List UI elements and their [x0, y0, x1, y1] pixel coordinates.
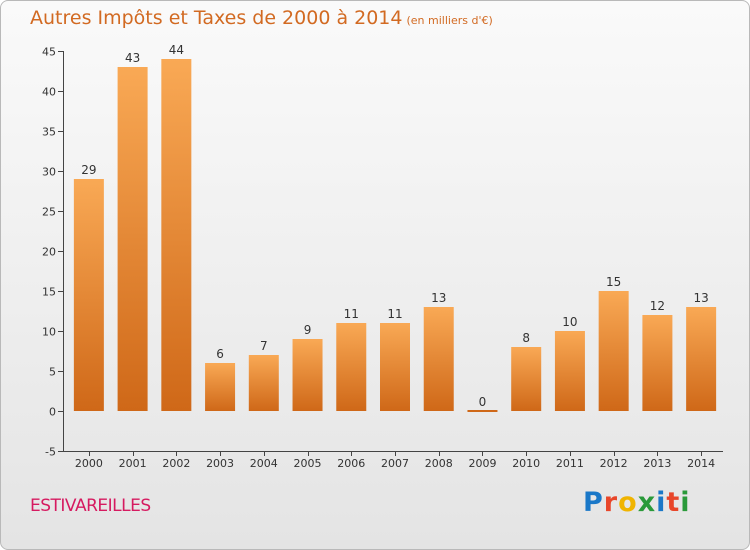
x-tick-label: 2002: [162, 457, 190, 470]
data-label: 9: [304, 323, 312, 337]
data-label: 15: [606, 275, 621, 289]
bar: [554, 331, 585, 411]
data-label: 43: [125, 51, 140, 65]
data-label: 44: [169, 43, 184, 57]
y-tick-label: 45: [42, 46, 56, 59]
bar: [686, 307, 717, 411]
bar: [642, 315, 673, 411]
y-tick-label: 20: [42, 246, 56, 259]
chart-unit: (en milliers d'€): [406, 14, 493, 27]
logo-letter: r: [603, 487, 619, 518]
town-name: ESTIVAREILLES: [30, 496, 151, 516]
y-tick-label: 0: [49, 406, 56, 419]
bar: [423, 307, 454, 411]
y-tick-label: 35: [42, 126, 56, 139]
x-tick-label: 2011: [556, 457, 584, 470]
bar: [117, 67, 148, 411]
y-tick-label: -5: [45, 446, 56, 459]
data-label: 10: [562, 315, 577, 329]
data-label: 29: [81, 163, 96, 177]
y-tick-label: 40: [42, 86, 56, 99]
bar: [598, 291, 629, 411]
y-tick-label: 15: [42, 286, 56, 299]
bar: [336, 323, 367, 411]
bar: [467, 410, 498, 412]
x-tick-label: 2000: [75, 457, 103, 470]
logo-letter: o: [618, 487, 638, 518]
x-tick-label: 2009: [468, 457, 496, 470]
x-tick-label: 2005: [294, 457, 322, 470]
x-tick-label: 2007: [381, 457, 409, 470]
data-label: 13: [693, 291, 708, 305]
data-label: 8: [522, 331, 530, 345]
data-label: 6: [216, 347, 224, 361]
data-label: 7: [260, 339, 268, 353]
y-tick-label: 25: [42, 206, 56, 219]
x-tick-label: 2013: [643, 457, 671, 470]
logo-letter: i: [680, 487, 691, 518]
x-tick-label: 2014: [687, 457, 715, 470]
bar: [380, 323, 410, 411]
proxiti-logo: Proxiti: [583, 487, 691, 518]
data-label: 13: [431, 291, 446, 305]
bar: [205, 363, 236, 411]
data-label: 12: [650, 299, 665, 313]
data-label: 11: [387, 307, 402, 321]
x-tick-label: 2010: [512, 457, 540, 470]
bar: [248, 355, 279, 411]
bar: [292, 339, 323, 411]
x-tick-label: 2003: [206, 457, 234, 470]
y-tick-label: 30: [42, 166, 56, 179]
chart-title: Autres Impôts et Taxes de 2000 à 2014 (en…: [30, 7, 493, 29]
bar: [511, 347, 542, 411]
x-tick-label: 2004: [250, 457, 278, 470]
logo-letter: P: [583, 487, 604, 518]
logo-letter: x: [637, 487, 657, 518]
logo-letter: t: [666, 487, 681, 518]
x-tick-label: 2008: [425, 457, 453, 470]
bar: [73, 179, 104, 411]
x-tick-label: 2012: [600, 457, 628, 470]
bar: [161, 59, 192, 411]
logo-letter: i: [656, 487, 667, 518]
data-label: 11: [344, 307, 359, 321]
y-tick-label: 5: [49, 366, 56, 379]
data-label: 0: [479, 395, 487, 409]
x-tick-label: 2006: [337, 457, 365, 470]
y-tick-label: 10: [42, 326, 56, 339]
x-tick-label: 2001: [119, 457, 147, 470]
